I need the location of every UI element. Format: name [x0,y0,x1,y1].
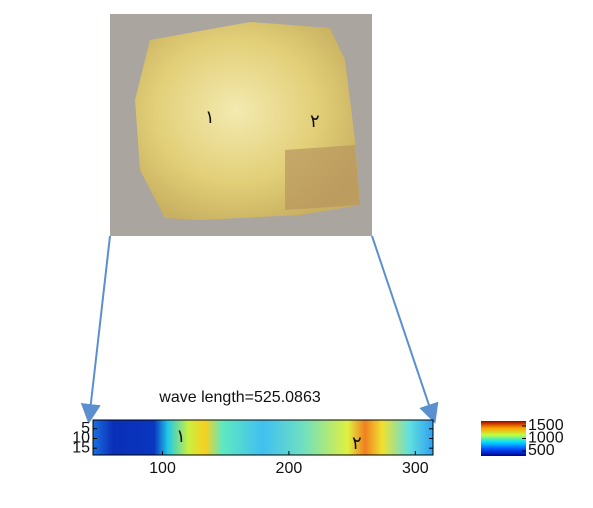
sample-dark [285,145,360,210]
arrow [371,235,439,424]
colorbar-tick-label: 1500 [528,417,564,434]
x-tick-label: 200 [276,460,303,477]
heatmap-title: wave length=525.0863 [158,389,321,406]
arrow [80,235,111,424]
y-tick-label: 15 [72,439,90,456]
heatmap [92,419,434,456]
colorbar-tick-label: 500 [528,442,555,459]
colorbar-tick-label: 1000 [528,430,564,447]
y-tick-label: 5 [81,420,90,437]
heatmap-label: ٢ [352,433,362,454]
colorbar [481,421,526,456]
y-tick-label: 10 [72,430,90,447]
x-tick-label: 300 [402,460,429,477]
heatmap-label: ١ [176,426,186,447]
x-tick-label: 100 [149,460,176,477]
photo-label: ١ [205,107,215,128]
photo-label: ٢ [310,111,320,132]
